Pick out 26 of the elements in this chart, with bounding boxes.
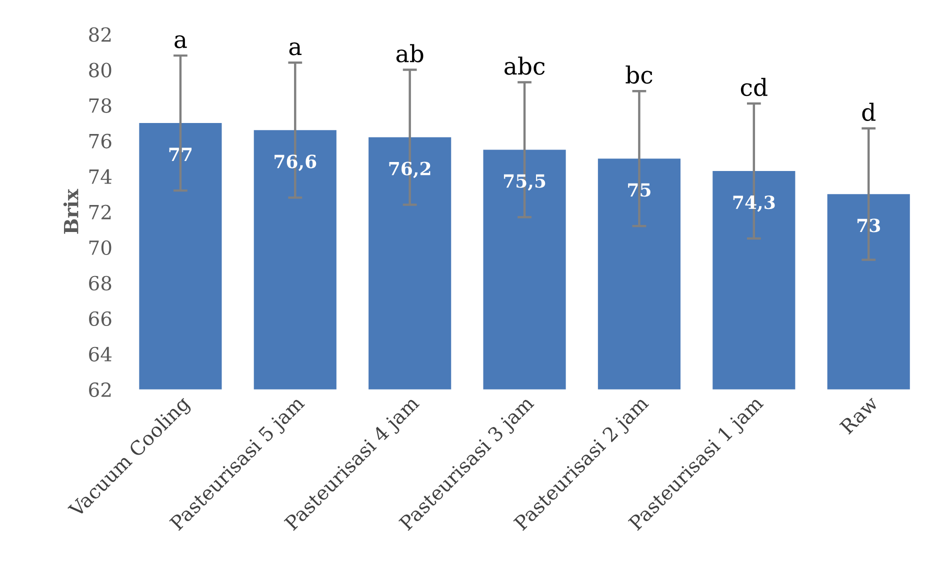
annotation: bc	[626, 65, 652, 84]
y-tick-label: 76	[89, 134, 112, 148]
y-tick-label: 68	[89, 276, 112, 291]
y-tick-label: 70	[89, 240, 112, 256]
y-tick-label: 64	[89, 346, 112, 362]
annotation: ab	[396, 44, 424, 62]
annotation: d	[862, 102, 876, 122]
annotation: abc	[504, 56, 545, 75]
annotation: a	[174, 35, 187, 48]
data-label: 73	[857, 218, 880, 232]
data-label: 77	[169, 148, 192, 161]
y-tick-label: 80	[89, 62, 112, 78]
y-tick-label: 82	[89, 27, 111, 42]
data-label: 76,2	[389, 162, 430, 178]
y-tick-label: 62	[89, 382, 111, 398]
annotation: a	[289, 42, 302, 56]
y-axis-title: Brix	[63, 188, 78, 234]
data-label: 75	[628, 183, 650, 197]
y-tick-label: 66	[89, 311, 112, 326]
data-label: 75,5	[504, 174, 546, 191]
data-label: 76,6	[274, 154, 316, 172]
data-label: 74,3	[733, 196, 775, 212]
y-tick-label: 74	[89, 169, 112, 184]
y-tick-label: 78	[89, 98, 112, 113]
annotation: cd	[740, 78, 768, 96]
y-tick-label: 72	[89, 204, 111, 220]
